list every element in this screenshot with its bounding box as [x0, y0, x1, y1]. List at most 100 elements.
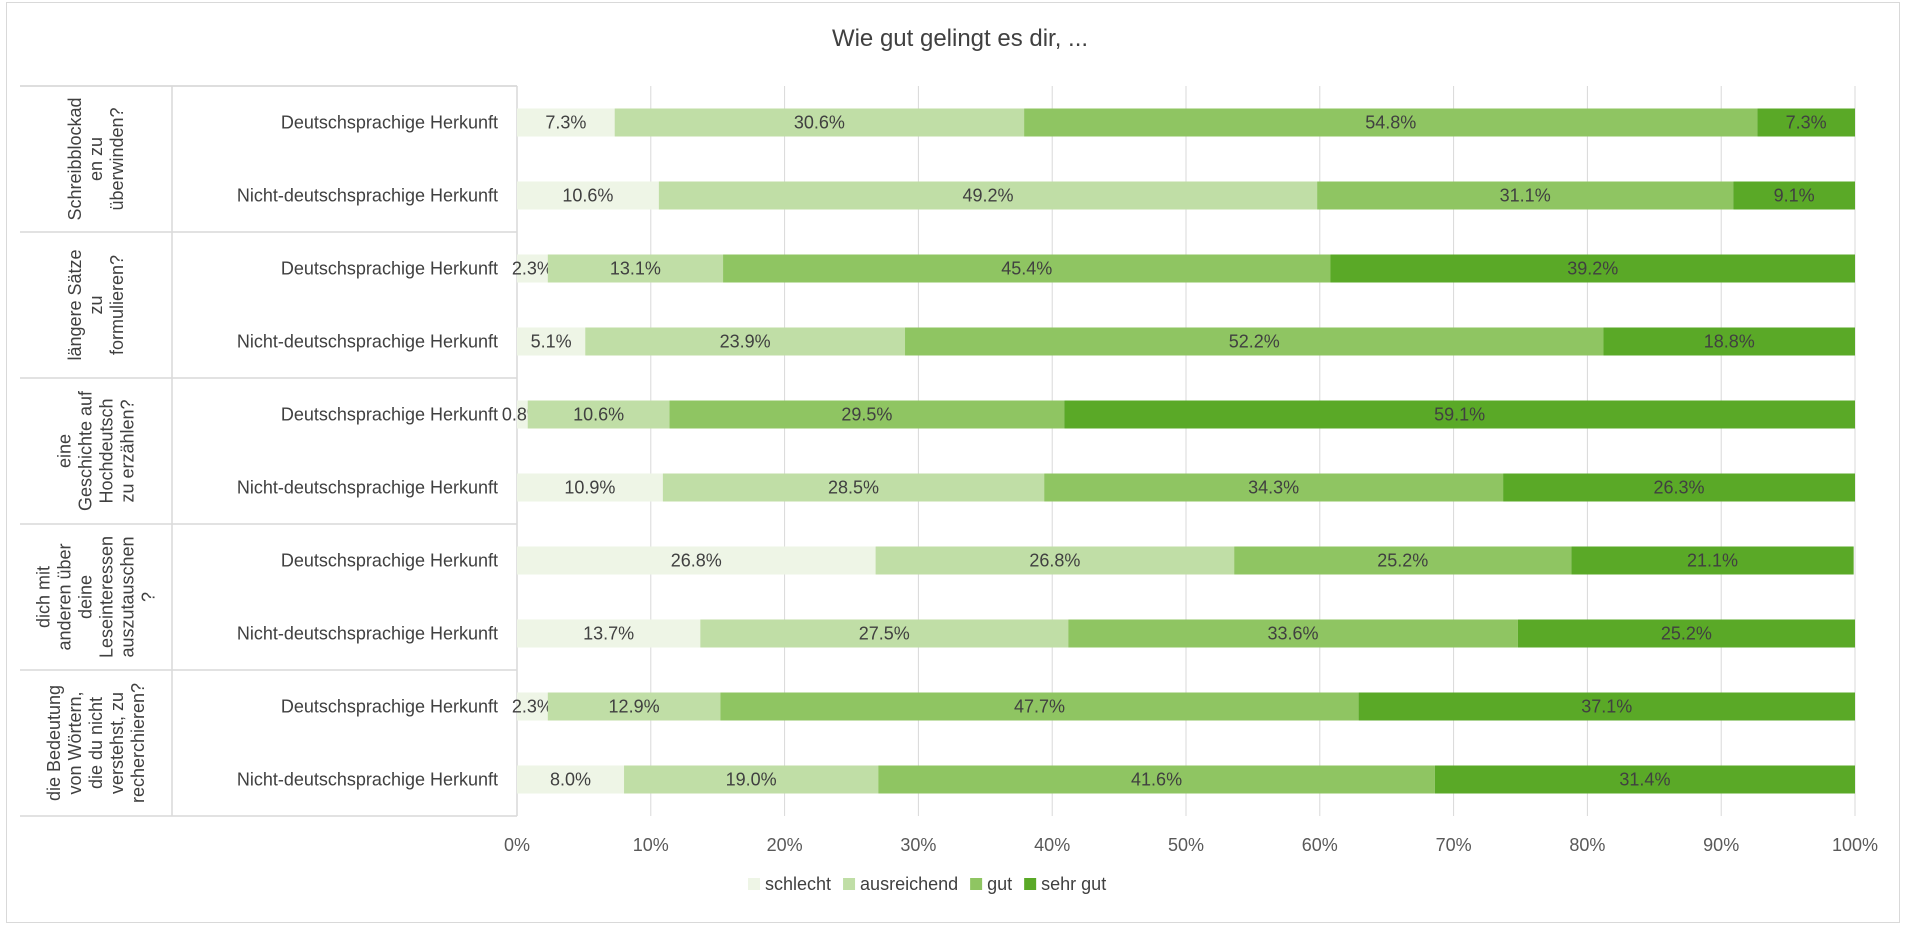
data-label: 49.2% — [962, 186, 1013, 206]
bar-segment — [1024, 108, 1758, 137]
bar-segment — [700, 619, 1069, 648]
bar-segment — [517, 473, 663, 502]
bar-segment — [878, 765, 1435, 794]
data-label: 26.8% — [1029, 551, 1080, 571]
x-tick-label: 20% — [767, 835, 803, 855]
group-label-line: längere Sätze — [65, 249, 85, 360]
bar-segment — [1434, 765, 1855, 794]
bar-segment — [1234, 546, 1572, 575]
legend-swatch — [1024, 878, 1037, 890]
legend-swatch — [843, 878, 856, 890]
bar-segment — [1330, 254, 1855, 283]
data-label: 18.8% — [1704, 332, 1755, 352]
group-label-line: Geschichte auf — [76, 390, 96, 511]
group-label-line: eine — [55, 434, 75, 468]
x-tick-label: 50% — [1168, 835, 1204, 855]
group-label-line: anderen über — [55, 543, 75, 650]
group-label-line: Leseinteressen — [97, 536, 117, 658]
data-label: 26.8% — [671, 551, 722, 571]
data-label: 7.3% — [1786, 113, 1827, 133]
group-label-line: dich mit — [34, 566, 54, 628]
x-tick-label: 90% — [1703, 835, 1739, 855]
group-label-line: zu erzählen? — [118, 399, 138, 502]
legend-label: sehr gut — [1041, 874, 1106, 894]
bar-segment — [1064, 400, 1855, 429]
data-label: 59.1% — [1434, 405, 1485, 425]
group-label: Schreibblockaden zuüberwinden? — [65, 97, 127, 220]
group-label: eineGeschichte aufHochdeutschzu erzählen… — [55, 390, 138, 511]
chart-title: Wie gut gelingt es dir, ... — [832, 25, 1088, 52]
group-label-line: formulieren? — [107, 255, 127, 355]
bar-segment — [1517, 619, 1855, 648]
bar-segment — [547, 254, 724, 283]
legend-label: ausreichend — [860, 874, 958, 894]
bar-segment — [1068, 619, 1518, 648]
data-label: 47.7% — [1014, 697, 1065, 717]
bar-segment — [517, 327, 586, 356]
data-label: 39.2% — [1567, 259, 1618, 279]
row-label: Nicht-deutschsprachige Herkunft — [237, 478, 498, 498]
data-label: 29.5% — [841, 405, 892, 425]
data-label: 12.9% — [609, 697, 660, 717]
row-label: Nicht-deutschsprachige Herkunft — [237, 624, 498, 644]
bar-segment — [1603, 327, 1855, 356]
bar-segment — [517, 400, 528, 429]
data-label: 45.4% — [1001, 259, 1052, 279]
group-label: die Bedeutungvon Wörtern,die du nichtver… — [44, 683, 148, 803]
legend-label: gut — [987, 874, 1012, 894]
data-label: 5.1% — [531, 332, 572, 352]
x-tick-label: 60% — [1302, 835, 1338, 855]
group-label-line: Hochdeutsch — [97, 398, 117, 503]
data-label: 41.6% — [1131, 770, 1182, 790]
bar-segment — [614, 108, 1025, 137]
data-label: 54.8% — [1365, 113, 1416, 133]
bar-segment — [517, 181, 659, 210]
group-label-line: auszutauschen — [118, 536, 138, 657]
bar-segment — [624, 765, 879, 794]
bar-segment — [658, 181, 1318, 210]
bar-segment — [1503, 473, 1855, 502]
bar-segment — [527, 400, 670, 429]
bar-segment — [1317, 181, 1734, 210]
x-tick-label: 30% — [900, 835, 936, 855]
group-label-line: ? — [139, 592, 159, 602]
data-label: 52.2% — [1229, 332, 1280, 352]
chart-frame — [6, 2, 1900, 923]
bar-segment — [517, 692, 548, 721]
row-label: Deutschsprachige Herkunft — [281, 697, 498, 717]
group-label-line: verstehst, zu — [107, 692, 127, 794]
group-label-line: von Wörtern, — [65, 691, 85, 794]
bar-segment — [1571, 546, 1854, 575]
group-label-line: recherchieren? — [128, 683, 148, 803]
data-label: 13.7% — [583, 624, 634, 644]
data-label: 13.1% — [610, 259, 661, 279]
group-label-line: überwinden? — [107, 107, 127, 210]
bar-segment — [1757, 108, 1855, 137]
data-label: 19.0% — [726, 770, 777, 790]
row-label: Nicht-deutschsprachige Herkunft — [237, 770, 498, 790]
data-label: 10.6% — [562, 186, 613, 206]
x-tick-label: 100% — [1832, 835, 1878, 855]
row-label: Nicht-deutschsprachige Herkunft — [237, 332, 498, 352]
data-label: 33.6% — [1268, 624, 1319, 644]
x-tick-label: 10% — [633, 835, 669, 855]
bar-segment — [517, 546, 876, 575]
data-label: 27.5% — [859, 624, 910, 644]
row-label: Deutschsprachige Herkunft — [281, 259, 498, 279]
data-label: 25.2% — [1377, 551, 1428, 571]
data-label: 25.2% — [1661, 624, 1712, 644]
data-label: 37.1% — [1581, 697, 1632, 717]
x-tick-label: 40% — [1034, 835, 1070, 855]
bar-segment — [517, 765, 625, 794]
bar-segment — [517, 254, 548, 283]
data-label: 26.3% — [1654, 478, 1705, 498]
group-label-line: en zu — [86, 137, 106, 181]
group-label-line: deine — [76, 575, 96, 619]
data-label: 2.3% — [512, 259, 553, 279]
data-label: 10.9% — [564, 478, 615, 498]
data-label: 31.4% — [1619, 770, 1670, 790]
row-label: Deutschsprachige Herkunft — [281, 551, 498, 571]
bar-segment — [875, 546, 1235, 575]
row-label: Deutschsprachige Herkunft — [281, 405, 498, 425]
